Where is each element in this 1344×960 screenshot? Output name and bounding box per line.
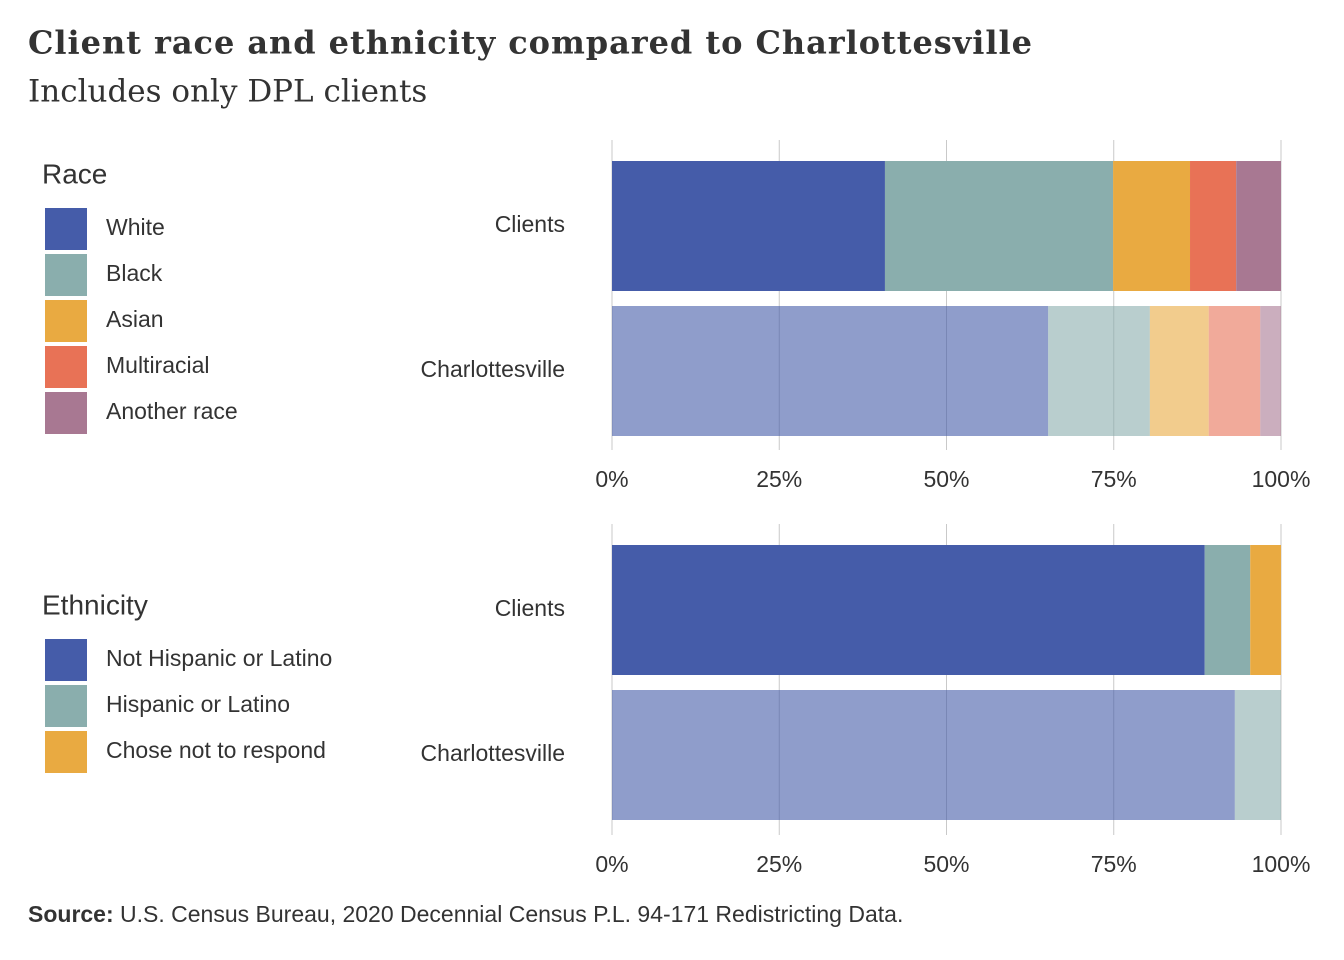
bar-segment [1208,306,1261,436]
bar-segment [612,545,1205,675]
bar-segment [1260,306,1281,436]
bar-segment [1149,306,1209,436]
category-label: Clients [495,211,565,237]
legend-label: Asian [106,306,164,332]
bar-segment [1190,161,1237,291]
chart-subtitle: Includes only DPL clients [28,74,427,110]
chart-title: Client race and ethnicity compared to Ch… [28,24,1032,62]
legend-swatch [45,254,87,296]
x-tick-label: 100% [1252,466,1311,492]
legend-label: Multiracial [106,352,210,378]
bar-segment [612,161,885,291]
legend-label: Black [106,260,163,286]
x-tick-label: 50% [923,466,969,492]
x-tick-label: 100% [1252,851,1311,877]
bar-segment [1234,690,1281,820]
bar-segment [884,161,1114,291]
category-label: Charlottesville [421,740,565,766]
legend-swatch [45,208,87,250]
x-tick-label: 0% [595,466,628,492]
legend-label: Not Hispanic or Latino [106,645,332,671]
legend-swatch [45,639,87,681]
bar-segment [612,306,1049,436]
legend-swatch [45,300,87,342]
legend-title: Race [42,158,107,189]
legend-swatch [45,346,87,388]
category-label: Clients [495,595,565,621]
bar-segment [1113,161,1191,291]
source-label: Source: [28,901,114,927]
x-tick-label: 25% [756,466,802,492]
legend-label: Chose not to respond [106,737,326,763]
source-text: U.S. Census Bureau, 2020 Decennial Censu… [120,901,903,927]
legend-title: Ethnicity [42,589,148,620]
bar-segment [1250,545,1281,675]
bar-segment [1236,161,1281,291]
x-tick-label: 75% [1091,851,1137,877]
legend-label: White [106,214,165,240]
legend-label: Another race [106,398,238,424]
legend-swatch [45,731,87,773]
legend-label: Hispanic or Latino [106,691,290,717]
x-tick-label: 0% [595,851,628,877]
bar-segment [612,690,1235,820]
x-tick-label: 75% [1091,466,1137,492]
x-tick-label: 25% [756,851,802,877]
legend-swatch [45,392,87,434]
bar-segment [1204,545,1251,675]
x-tick-label: 50% [923,851,969,877]
category-label: Charlottesville [421,356,565,382]
legend-swatch [45,685,87,727]
source: Source: U.S. Census Bureau, 2020 Decenni… [28,901,903,927]
bar-segment [1048,306,1150,436]
